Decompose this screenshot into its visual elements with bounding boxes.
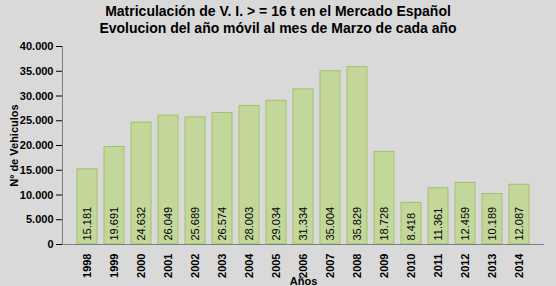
html-text:Matriculación de V. I. > = 16: Matriculación de V. I. > = 16 t en el Me…	[105, 3, 451, 19]
svg-text:24.632: 24.632	[135, 207, 147, 241]
svg-text:2012: 2012	[459, 254, 471, 278]
svg-text:10.189: 10.189	[486, 207, 498, 241]
svg-text:18.728: 18.728	[378, 207, 390, 241]
svg-text:40.000: 40.000	[20, 40, 54, 52]
svg-text:2000: 2000	[135, 254, 147, 278]
svg-text:2014: 2014	[513, 253, 525, 278]
svg-text:28.003: 28.003	[243, 207, 255, 241]
svg-text:Nº de Vehiculos: Nº de Vehiculos	[8, 104, 20, 186]
svg-text:30.000: 30.000	[20, 90, 54, 102]
svg-text:29.034: 29.034	[270, 207, 282, 241]
svg-text:35.004: 35.004	[324, 207, 336, 241]
svg-text:15.000: 15.000	[20, 164, 54, 176]
svg-text:25.689: 25.689	[189, 207, 201, 241]
svg-text:1999: 1999	[108, 254, 120, 278]
svg-text:2008: 2008	[351, 254, 363, 278]
svg-text:25.000: 25.000	[20, 114, 54, 126]
svg-text:2005: 2005	[270, 254, 282, 278]
svg-text:5.000: 5.000	[26, 213, 54, 225]
svg-text:10.000: 10.000	[20, 189, 54, 201]
svg-text:2011: 2011	[432, 254, 444, 278]
svg-text:2009: 2009	[378, 254, 390, 278]
svg-text:2007: 2007	[324, 254, 336, 278]
svg-text:Años: Años	[290, 275, 318, 286]
svg-text:26.049: 26.049	[162, 207, 174, 241]
svg-text:12.459: 12.459	[459, 207, 471, 241]
svg-text:8.418: 8.418	[405, 213, 417, 241]
svg-text:2013: 2013	[486, 254, 498, 278]
svg-text:2006: 2006	[297, 253, 309, 278]
svg-text:1998: 1998	[81, 254, 93, 278]
svg-text:15.181: 15.181	[81, 207, 93, 241]
svg-text:2010: 2010	[405, 254, 417, 278]
svg-text:0: 0	[47, 238, 53, 250]
svg-text:2002: 2002	[189, 254, 201, 278]
svg-text:26.574: 26.574	[216, 207, 228, 241]
svg-text:35.829: 35.829	[351, 207, 363, 241]
svg-text:19.691: 19.691	[108, 207, 120, 241]
svg-text:2001: 2001	[162, 254, 174, 278]
svg-text:31.334: 31.334	[297, 207, 309, 241]
svg-text:2003: 2003	[216, 254, 228, 278]
svg-text:20.000: 20.000	[20, 139, 54, 151]
svg-text:11.361: 11.361	[432, 208, 444, 241]
svg-text:12.087: 12.087	[513, 207, 525, 241]
html-text:Evolucion del año móvil al mes: Evolucion del año móvil al mes de Marzo …	[99, 20, 457, 36]
svg-text:35.000: 35.000	[20, 65, 54, 77]
svg-text:2004: 2004	[243, 253, 255, 278]
